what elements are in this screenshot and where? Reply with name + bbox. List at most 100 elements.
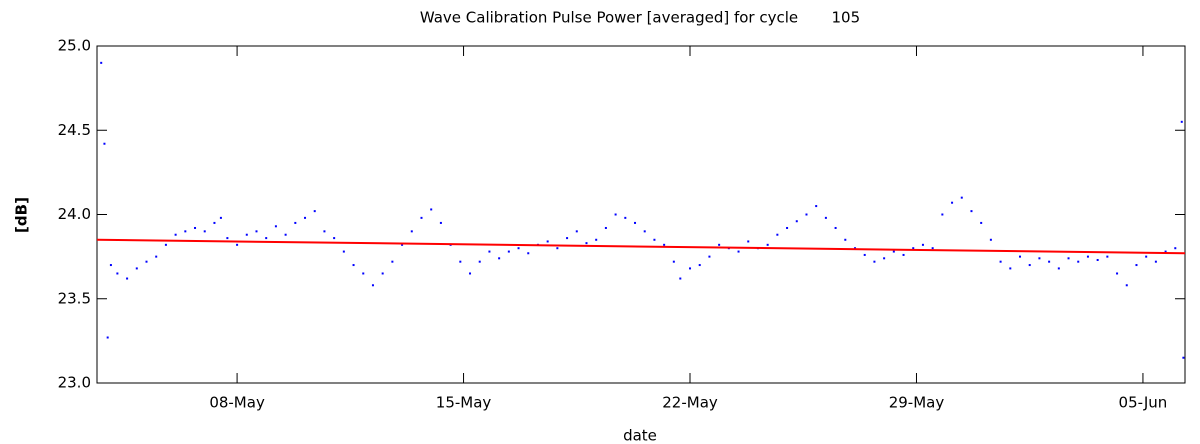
data-point (1028, 264, 1031, 267)
data-point (679, 277, 682, 280)
chart-title: Wave Calibration Pulse Power [averaged] … (420, 9, 860, 27)
data-point (401, 243, 404, 246)
data-point (844, 238, 847, 241)
data-point (1009, 267, 1012, 270)
data-point (174, 233, 177, 236)
x-tick-label: 29-May (889, 394, 945, 412)
data-point (498, 257, 501, 260)
x-tick-label: 15-May (436, 394, 492, 412)
data-point (459, 260, 462, 263)
x-tick-label: 22-May (662, 394, 718, 412)
data-point (236, 243, 239, 246)
data-point (488, 250, 491, 253)
data-point (1086, 255, 1089, 258)
data-point (737, 250, 740, 253)
data-point (595, 238, 598, 241)
data-point (585, 242, 588, 245)
data-point (546, 240, 549, 243)
y-axis-label: [dB] (13, 197, 31, 233)
data-point (478, 260, 481, 263)
plot-frame (96, 45, 1186, 384)
data-point (575, 230, 578, 233)
data-point (824, 216, 827, 219)
data-point (931, 247, 934, 250)
data-point (786, 226, 789, 229)
data-point (284, 233, 287, 236)
data-point (1048, 260, 1051, 263)
data-point (439, 221, 442, 224)
data-point (1182, 356, 1185, 359)
data-point (352, 264, 355, 267)
data-point (747, 240, 750, 243)
data-point (226, 237, 229, 240)
data-point (863, 253, 866, 256)
y-tick-label: 25.0 (58, 37, 91, 55)
data-point (653, 238, 656, 241)
data-point (883, 257, 886, 260)
data-point (672, 260, 675, 263)
data-point (194, 226, 197, 229)
data-point (892, 250, 895, 253)
data-point (323, 230, 326, 233)
data-point (1116, 272, 1119, 275)
data-point (834, 226, 837, 229)
data-point (469, 272, 472, 275)
y-tick-label: 24.5 (58, 121, 91, 139)
data-point (517, 247, 520, 250)
data-point (634, 221, 637, 224)
data-point (921, 243, 924, 246)
data-point (980, 221, 983, 224)
data-point (604, 226, 607, 229)
data-point (304, 216, 307, 219)
data-point (951, 201, 954, 204)
data-point (164, 243, 167, 246)
data-point (805, 213, 808, 216)
data-point (1145, 255, 1148, 258)
data-point (902, 253, 905, 256)
data-point (1038, 257, 1041, 260)
data-point (624, 216, 627, 219)
data-point (556, 247, 559, 250)
data-point (507, 250, 510, 253)
data-point (970, 210, 973, 213)
data-point (342, 250, 345, 253)
data-point (815, 205, 818, 208)
data-point (663, 243, 666, 246)
data-point (1174, 247, 1177, 250)
data-point (362, 272, 365, 275)
data-point (213, 221, 216, 224)
data-point (313, 210, 316, 213)
y-tick-label: 23.5 (58, 289, 91, 307)
data-point (1019, 255, 1022, 258)
data-point (1067, 257, 1070, 260)
data-point (566, 237, 569, 240)
data-point (1164, 250, 1167, 253)
data-point (960, 196, 963, 199)
trend-line (96, 238, 1186, 255)
data-point (718, 243, 721, 246)
data-point (873, 260, 876, 263)
data-point (135, 267, 138, 270)
data-point (219, 216, 222, 219)
data-point (614, 213, 617, 216)
data-point (1154, 260, 1157, 263)
data-point (527, 252, 530, 255)
data-point (381, 272, 384, 275)
data-point (410, 230, 413, 233)
y-tick-label: 24.0 (58, 205, 91, 223)
data-point (689, 267, 692, 270)
data-point (103, 142, 106, 145)
data-point (294, 221, 297, 224)
data-point (203, 230, 206, 233)
data-point (145, 260, 148, 263)
data-point (109, 264, 112, 267)
data-point (912, 247, 915, 250)
data-point (245, 233, 248, 236)
data-point (100, 61, 103, 64)
data-point (941, 213, 944, 216)
data-point (420, 216, 423, 219)
data-point (184, 230, 187, 233)
data-point (643, 230, 646, 233)
data-point (333, 237, 336, 240)
